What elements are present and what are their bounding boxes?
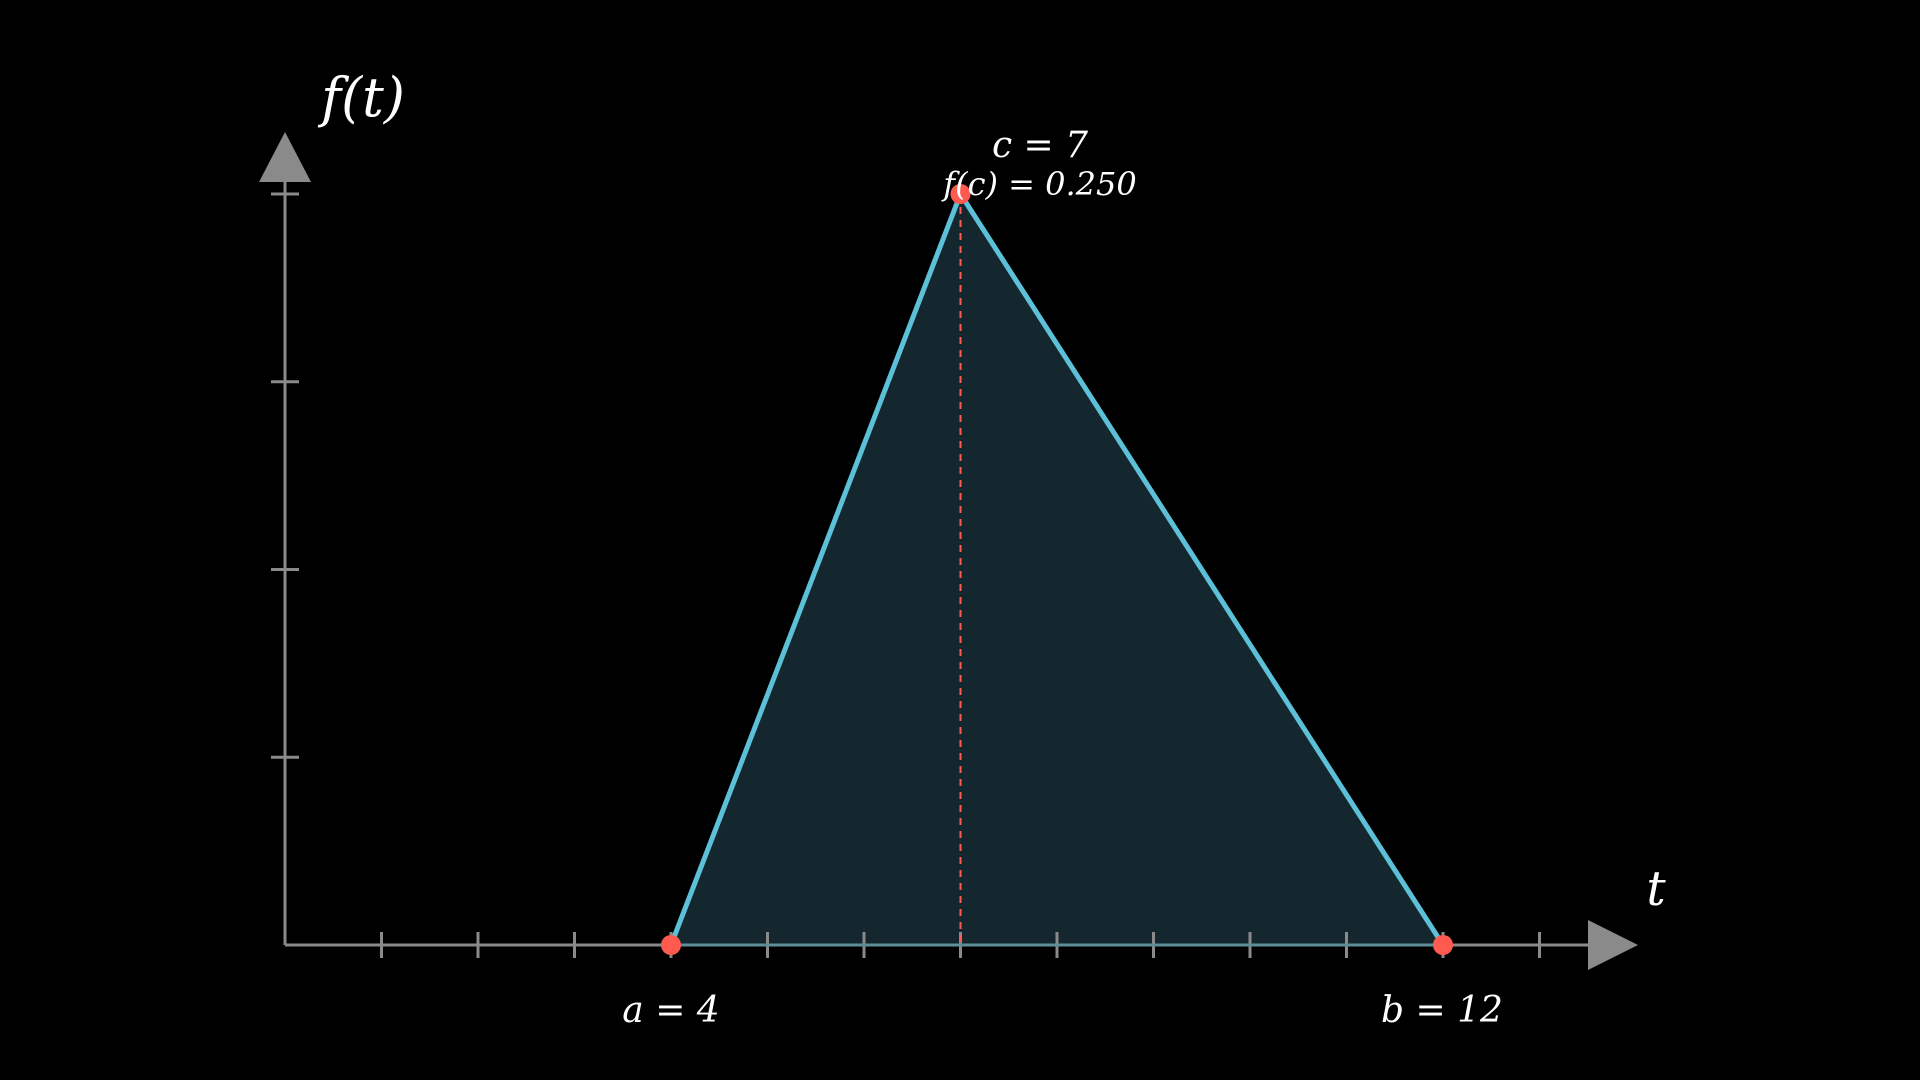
point-b-marker — [1433, 935, 1453, 955]
area-fill-layer — [671, 194, 1443, 945]
c-point-label: c = 7 — [992, 125, 1088, 166]
points-layer — [661, 184, 1453, 955]
fc-value-label: f(c) = 0.250 — [941, 165, 1137, 203]
x-axis-arrowhead — [1588, 920, 1638, 970]
point-a-marker — [661, 935, 681, 955]
x-axis-label: t — [1646, 861, 1666, 917]
a-point-label: a = 4 — [622, 990, 719, 1031]
point-c-marker — [950, 184, 971, 204]
b-point-label: b = 12 — [1381, 990, 1503, 1031]
y-axis-arrowhead — [259, 132, 311, 182]
labels-layer: f(t) t a = 4 b = 12 c = 7 f(c) = 0.250 — [317, 66, 1666, 1031]
pdf-area-fill — [671, 194, 1443, 945]
y-axis-label: f(t) — [317, 66, 405, 129]
